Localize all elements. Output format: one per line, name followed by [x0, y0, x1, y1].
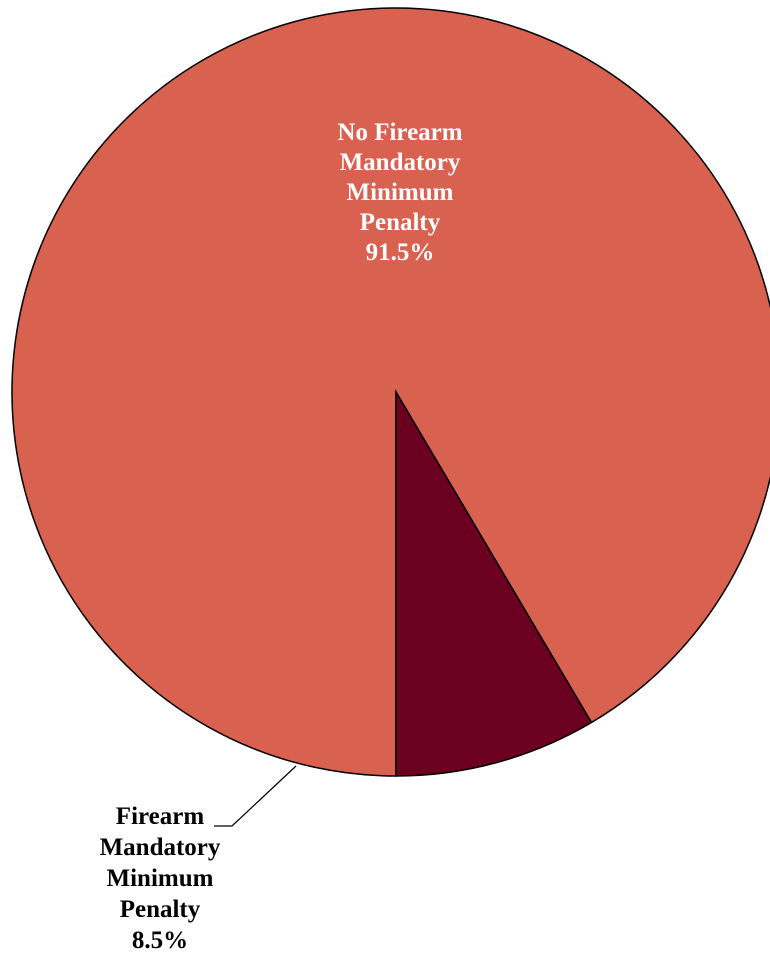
slice-label-line: Minimum — [107, 865, 214, 892]
slice-percent-label: 8.5% — [132, 927, 188, 954]
pie-labels: No Firearm Mandatory Minimum Penalty 91.5% Fi… — [100, 119, 463, 954]
slice-label-firearm: Firearm Mandatory Minimum Penalty 8.5% — [100, 803, 221, 954]
slice-percent-label: 91.5% — [366, 239, 435, 266]
pie-slices — [11, 7, 770, 777]
slice-label-line: No Firearm — [337, 119, 462, 146]
slice-label-no-firearm: No Firearm Mandatory Minimum Penalty 91.5% — [337, 119, 462, 266]
pie-slice-firearm — [395, 389, 593, 777]
slice-label-line: Penalty — [360, 209, 441, 236]
slice-label-line: Mandatory — [100, 834, 221, 861]
leader-line — [214, 765, 297, 827]
pie-slice-no-firearm — [11, 7, 770, 777]
slice-label-line: Minimum — [347, 179, 454, 206]
slice-label-line: Penalty — [120, 896, 201, 923]
slice-label-line: Mandatory — [340, 149, 461, 176]
slice-label-line: Firearm — [116, 803, 205, 830]
